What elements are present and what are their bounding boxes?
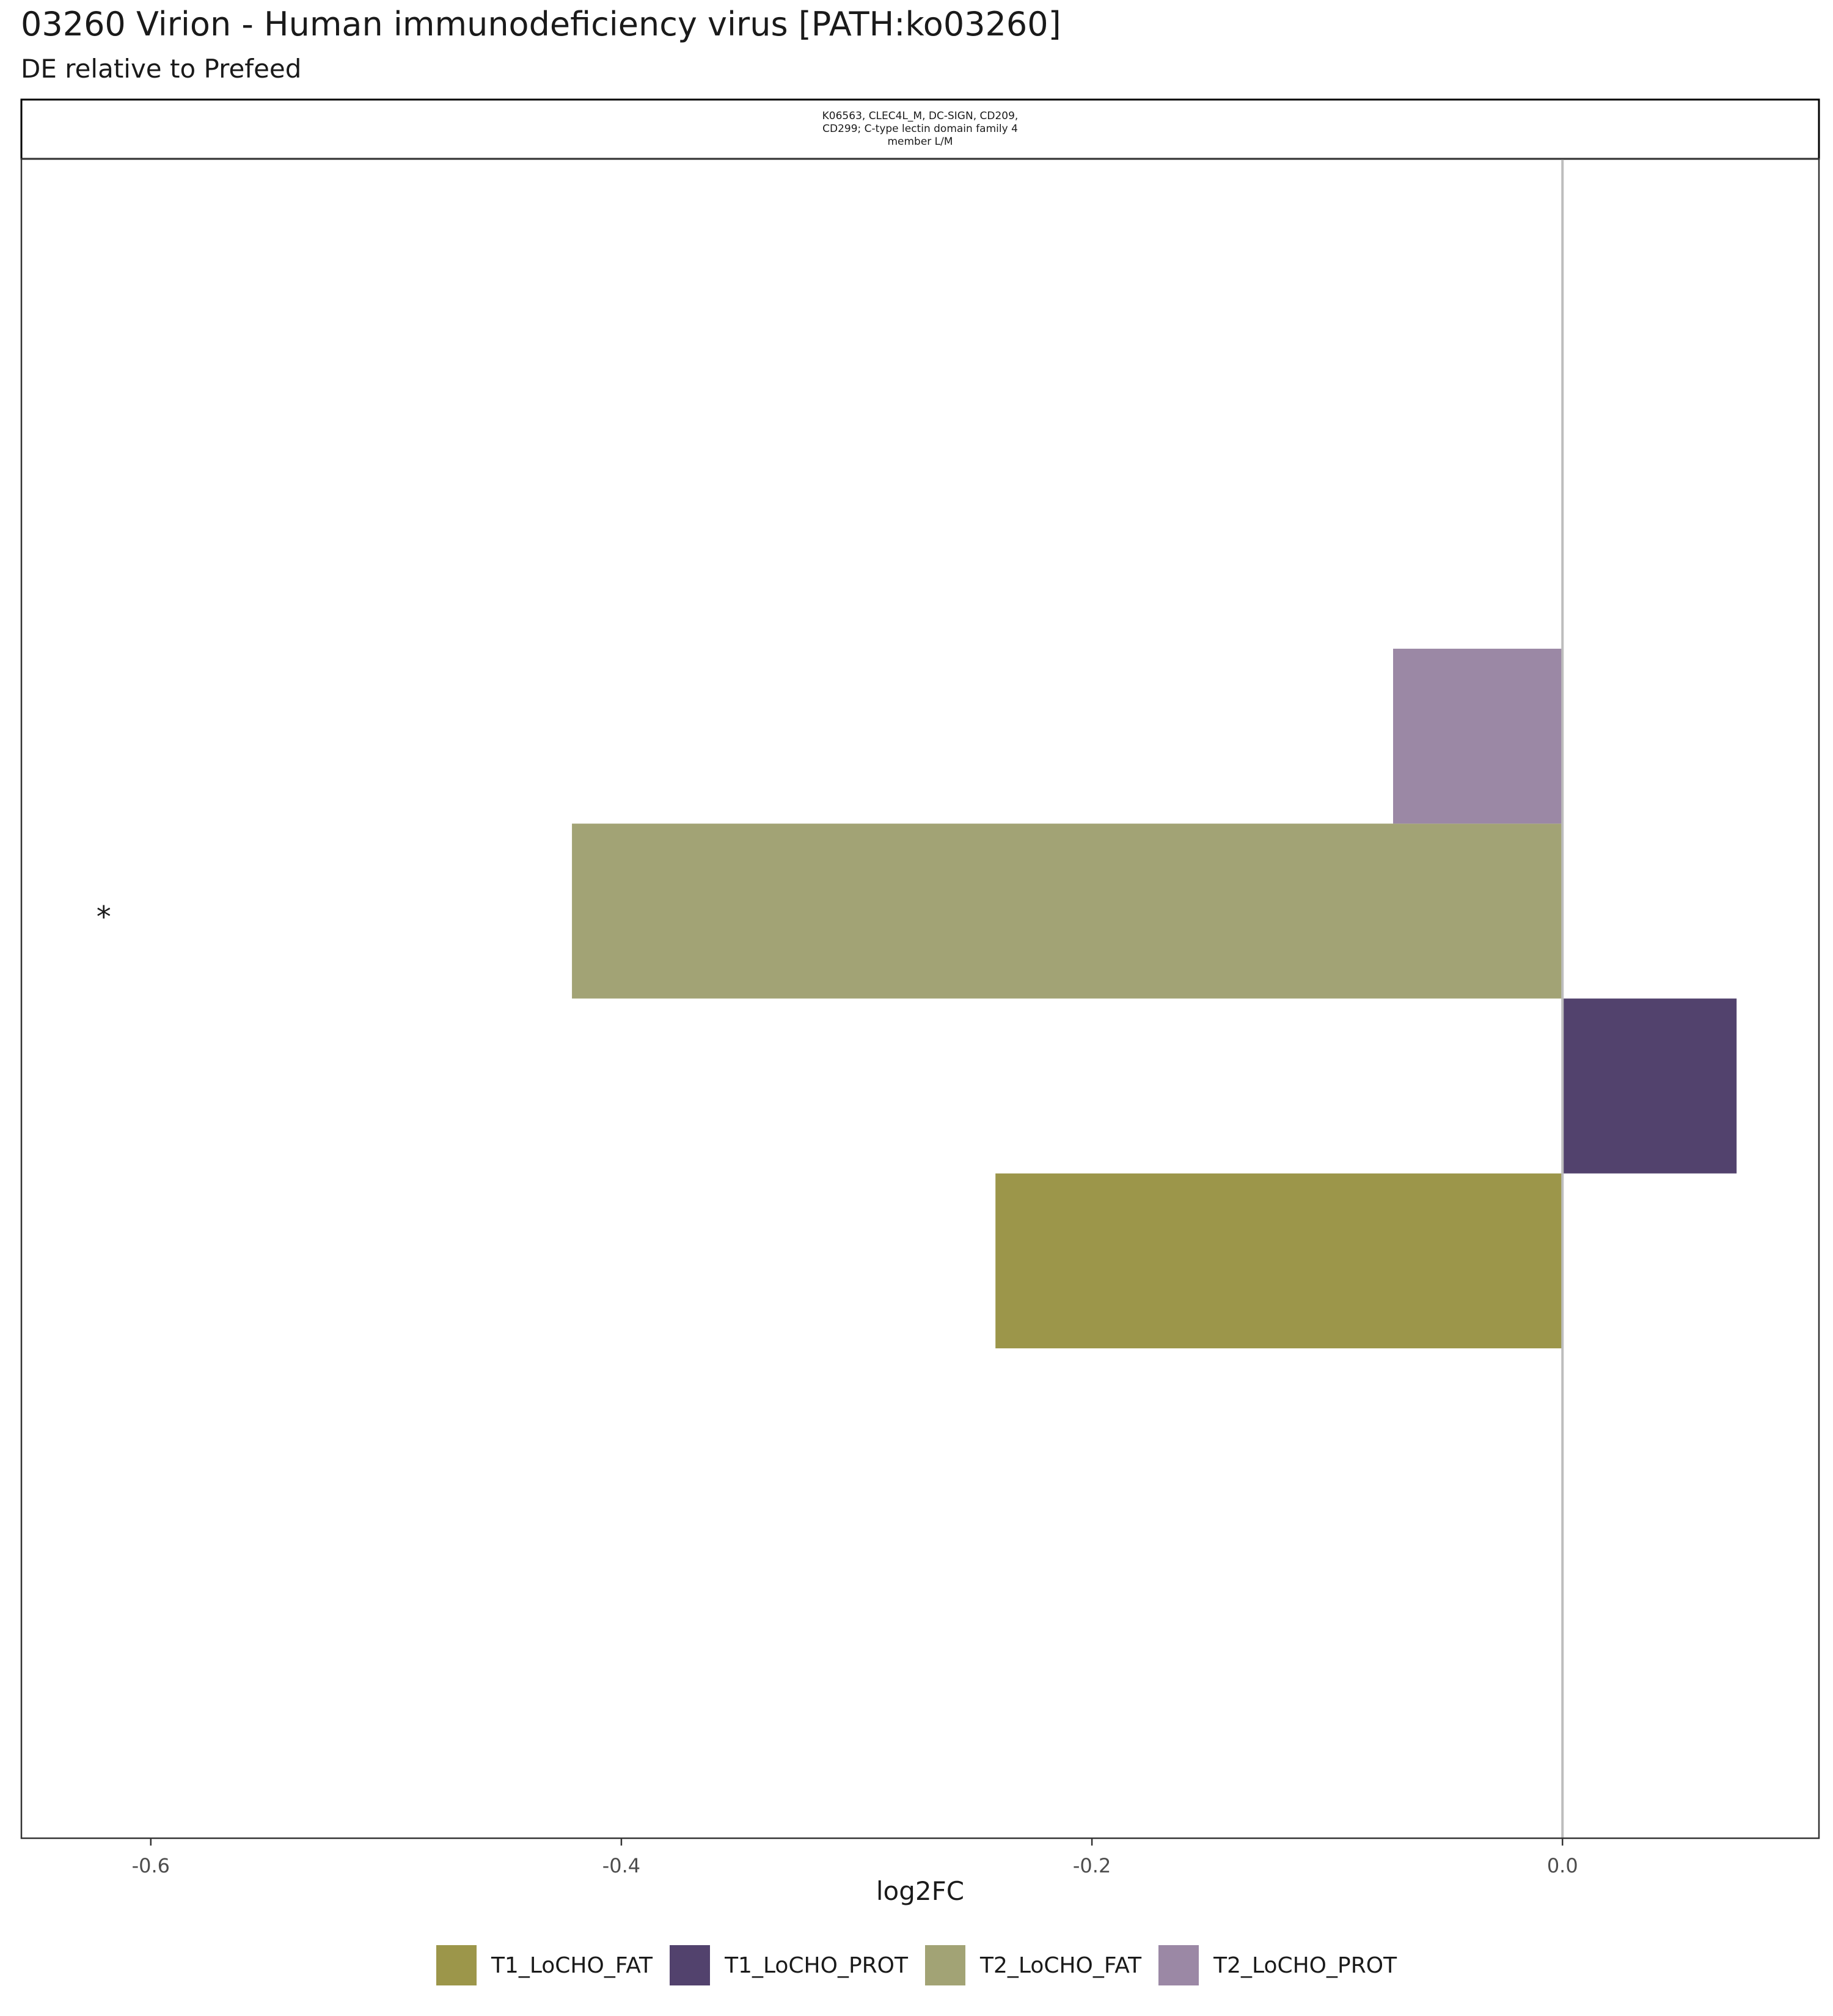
legend-swatch — [1158, 1945, 1199, 1985]
legend-label: T2_LoCHO_PROT — [1213, 1952, 1397, 1978]
bars-group — [572, 648, 1737, 1349]
significance-marker: * — [97, 900, 111, 934]
chart-subtitle: DE relative to Prefeed — [21, 54, 302, 84]
legend-swatch — [925, 1945, 965, 1985]
legend-label: T1_LoCHO_FAT — [491, 1952, 653, 1978]
legend-item: T2_LoCHO_FAT — [925, 1945, 1141, 1985]
legend-item: T1_LoCHO_FAT — [436, 1945, 653, 1985]
annotations-group: * — [97, 900, 111, 934]
legend: T1_LoCHO_FAT T1_LoCHO_PROT T2_LoCHO_FAT T2_… — [0, 1945, 1833, 1985]
legend-item: T1_LoCHO_PROT — [670, 1945, 908, 1985]
legend-swatch — [436, 1945, 477, 1985]
plot-panel — [20, 158, 1820, 1839]
x-tick-label: -0.2 — [1073, 1854, 1111, 1877]
facet-strip-label-line: member L/M — [887, 136, 953, 148]
facet-strip-label-line: CD299; C-type lectin domain family 4 — [822, 123, 1018, 135]
x-axis: -0.6 -0.4 -0.2 0.0 — [132, 1838, 1578, 1877]
chart-canvas: K06563, CLEC4L_M, DC-SIGN, CD209, CD299; … — [20, 98, 1820, 1906]
bar-t2-locho-fat — [572, 824, 1563, 999]
x-axis-label: log2FC — [876, 1876, 964, 1906]
bar-t1-locho-prot — [1562, 998, 1737, 1174]
legend-label: T2_LoCHO_FAT — [980, 1952, 1142, 1978]
legend-swatch — [670, 1945, 711, 1985]
facet-strip-label-line: K06563, CLEC4L_M, DC-SIGN, CD209, — [822, 110, 1019, 122]
bar-t2-locho-prot — [1393, 648, 1563, 824]
bar-t1-locho-fat — [995, 1173, 1563, 1349]
x-tick-label: 0.0 — [1547, 1854, 1578, 1877]
chart-title: 03260 Virion - Human immunodeficiency vi… — [21, 5, 1061, 43]
legend-label: T1_LoCHO_PROT — [725, 1952, 908, 1978]
facet-strip-label: K06563, CLEC4L_M, DC-SIGN, CD209, CD299; … — [822, 110, 1019, 148]
legend-item: T2_LoCHO_PROT — [1158, 1945, 1397, 1985]
x-tick-label: -0.4 — [602, 1854, 640, 1877]
x-tick-label: -0.6 — [132, 1854, 170, 1877]
